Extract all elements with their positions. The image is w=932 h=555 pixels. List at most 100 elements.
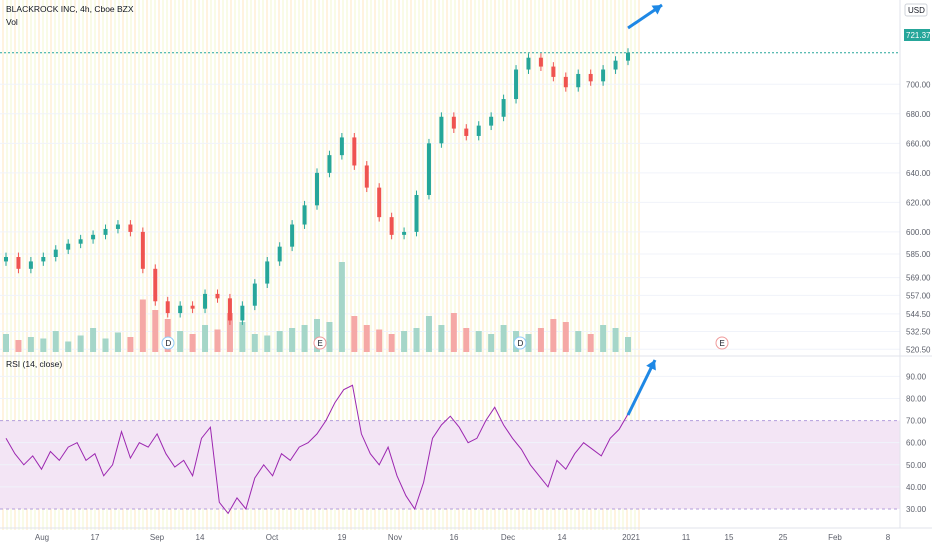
candle-body [277,246,282,262]
time-shade [110,0,112,530]
time-shade [618,0,620,530]
candle-body [538,57,543,67]
volume-bar [475,331,482,352]
price-tick-label: 557.00 [906,291,931,300]
time-shade [78,0,80,530]
time-tick-label: 2021 [622,533,640,542]
time-shade [70,0,72,530]
time-shade [294,0,296,530]
time-shade [542,0,544,530]
time-shade [458,0,460,530]
time-shade [630,0,632,530]
volume-bar [351,316,358,352]
up-arrow-icon [626,359,657,416]
time-shade [66,0,68,530]
event-marker[interactable]: E [715,336,729,350]
time-shade [86,0,88,530]
time-shade [346,0,348,530]
time-shade [314,0,316,530]
volume-bar [376,329,383,352]
event-marker[interactable]: D [161,336,175,350]
currency-selector[interactable]: USD [904,3,928,17]
candle-body [576,73,581,88]
volume-bar [326,322,333,352]
time-shade [502,0,504,530]
volume-bar [600,325,607,352]
time-shade [538,0,540,530]
time-shade [506,0,508,530]
time-shade [134,0,136,530]
rsi-title: RSI (14, close) [6,359,62,369]
volume-bar [301,325,308,352]
price-tick-label: 620.00 [906,198,931,207]
candle-body [377,187,382,218]
time-shade [354,0,356,530]
candle-body [489,116,494,126]
time-shade [38,0,40,530]
volume-bar [450,313,457,352]
time-shade [362,0,364,530]
rsi-tick-label: 60.00 [906,439,927,448]
candles [4,48,630,325]
time-shade [626,0,628,530]
time-shade [638,0,640,530]
volume-bar [363,325,370,352]
volume-bar [164,319,171,352]
time-shade [494,0,496,530]
price-tick-label: 569.00 [906,274,931,283]
time-shade [158,0,160,530]
time-shade [366,0,368,530]
time-shade [126,0,128,530]
volume-bar [488,334,495,352]
rsi-tick-label: 70.00 [906,417,927,426]
arrows [626,3,663,416]
time-shade [530,0,532,530]
time-shade [150,0,152,530]
time-shade [462,0,464,530]
volume-bar [550,319,557,352]
candle-body [563,76,568,88]
volume-bar [251,334,258,352]
event-marker[interactable]: E [313,336,327,350]
price-tick-label: 700.00 [906,80,931,89]
time-shade [514,0,516,530]
candle-body [265,261,270,284]
time-shade [106,0,108,530]
time-shade [62,0,64,530]
time-shade [146,0,148,530]
price-tick-label: 532.50 [906,328,931,337]
time-shade [422,0,424,530]
price-tick-label: 585.00 [906,250,931,259]
candle-body [140,231,145,269]
volume-bar [537,328,544,352]
candle-body [178,305,183,314]
volume-bar [587,334,594,352]
arrow-head [646,360,656,371]
time-shade [358,0,360,530]
time-shade [334,0,336,530]
time-shade [258,0,260,530]
candle-body [402,231,407,235]
rsi-tick-label: 30.00 [906,505,927,514]
candle-body [103,228,108,235]
time-tick-label: 14 [196,533,205,542]
candle-body [302,205,307,225]
volume-bar [612,328,619,352]
event-marker[interactable]: D [513,336,527,350]
time-shade [98,0,100,530]
time-shade [558,0,560,530]
time-tick-label: 25 [779,533,788,542]
time-shade [430,0,432,530]
last-price-badge: 721.37 [904,29,931,41]
volume-bar [102,338,109,352]
candle-body [464,128,469,136]
time-shade [546,0,548,530]
time-shade [182,0,184,530]
volume-bar [90,328,97,352]
time-shade [2,0,4,530]
candle-body [514,69,519,100]
time-tick-label: 14 [558,533,567,542]
time-shade [22,0,24,530]
time-shade [418,0,420,530]
